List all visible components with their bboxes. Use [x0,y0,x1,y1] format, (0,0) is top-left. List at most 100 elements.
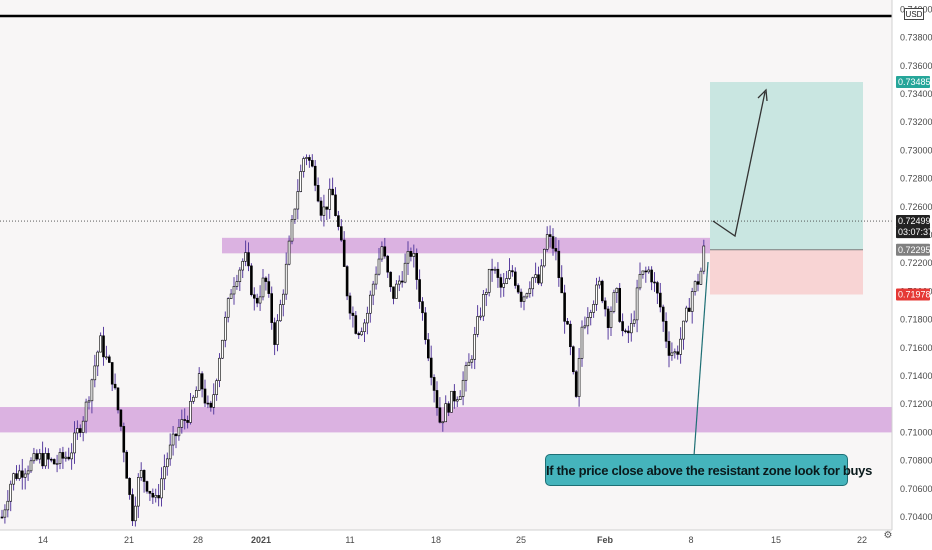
currency-label[interactable]: USD [904,8,924,20]
candle [551,228,555,256]
badge-label: 0.73485 [898,77,931,87]
candle [200,371,204,398]
candle [325,206,329,221]
candle-body [87,400,91,403]
candle [0,509,4,519]
price-tick-label: 0.72200 [900,258,932,268]
candle [203,379,207,407]
candle-body [508,270,511,279]
candle [496,262,500,288]
candle-body [58,452,62,464]
candle [93,354,97,388]
candle [511,265,514,277]
candle-body [299,171,303,192]
candle [186,415,189,429]
annotation-callout[interactable]: If the price close above the resistant z… [545,454,872,486]
candle-body [238,269,242,282]
candle-body [186,419,189,423]
candle [296,179,300,220]
candle [615,287,619,303]
candle-body [290,219,294,242]
badge-label: 0.72295 [898,245,931,255]
candle [206,395,210,409]
candle-body [600,280,604,302]
settings-gear-icon[interactable]: ⚙ [883,530,893,541]
time-tick-label: 15 [771,535,781,545]
candle [299,164,303,193]
candle [600,279,604,304]
candle [108,354,111,363]
price-tick-label: 0.73800 [900,33,932,43]
candle-body [9,483,12,502]
candle [168,433,172,466]
candle-body [383,246,387,257]
candle [418,269,421,309]
badge-background [896,76,930,89]
long-position-tool[interactable] [710,82,863,295]
candle [157,483,160,507]
candle-body [23,473,27,478]
candle-body [137,477,140,507]
candle [455,396,459,408]
price-tick-label: 0.71000 [900,427,932,437]
candle [682,320,685,350]
candle-body [461,379,465,397]
candle [38,448,42,464]
candle-body [479,315,482,318]
candle-body [250,265,253,296]
candle [125,450,128,479]
candle-body [52,459,56,465]
candle-body [670,352,674,356]
candle-body [313,165,317,186]
candle-body [163,466,166,480]
candle-body [212,394,215,408]
candle-body [421,301,424,314]
candle-body [641,270,645,275]
candle-body [554,248,558,252]
candle-body [3,509,7,518]
candle [279,299,282,322]
candle-body [49,458,53,461]
candle-body [134,505,137,522]
candle [154,488,157,503]
candle [258,285,262,311]
candle-body [20,470,24,478]
candle-body [247,252,250,267]
candle-body [206,402,210,405]
candle-body [276,320,279,345]
stop-loss-badge: 0.71978 [896,288,931,301]
time-axis[interactable]: 14 21 28 2021 11 18 25 Feb 8 15 22 [0,529,932,550]
price-tick-label: 0.70600 [900,484,932,494]
candle-body [305,157,308,159]
candle-body [618,288,622,322]
candle [87,396,91,410]
time-tick-label: 22 [857,535,867,545]
candle-body [563,292,566,322]
candle [624,328,627,334]
price-tick-label: 0.73600 [900,61,932,71]
candle-body [148,490,152,494]
candle [67,447,70,461]
price-tick-label: 0.71400 [900,371,932,381]
trend-arrow-line [712,91,766,238]
price-axis[interactable]: 0.740000.738000.736000.734000.732000.730… [891,0,932,550]
candle [424,307,427,345]
candle-body [363,322,366,332]
candle [447,401,450,417]
candle [3,504,7,524]
candle [482,290,485,322]
candle-body [455,399,459,402]
candle [537,266,540,285]
candle-body [273,322,276,345]
candle-body [110,362,114,385]
candle [586,307,590,335]
candle [58,448,62,470]
candle-body [334,194,337,216]
candle-body [203,388,207,404]
trend-arrow[interactable] [693,88,768,457]
candle [29,457,33,474]
candle-body [279,304,282,322]
candle [287,235,291,266]
